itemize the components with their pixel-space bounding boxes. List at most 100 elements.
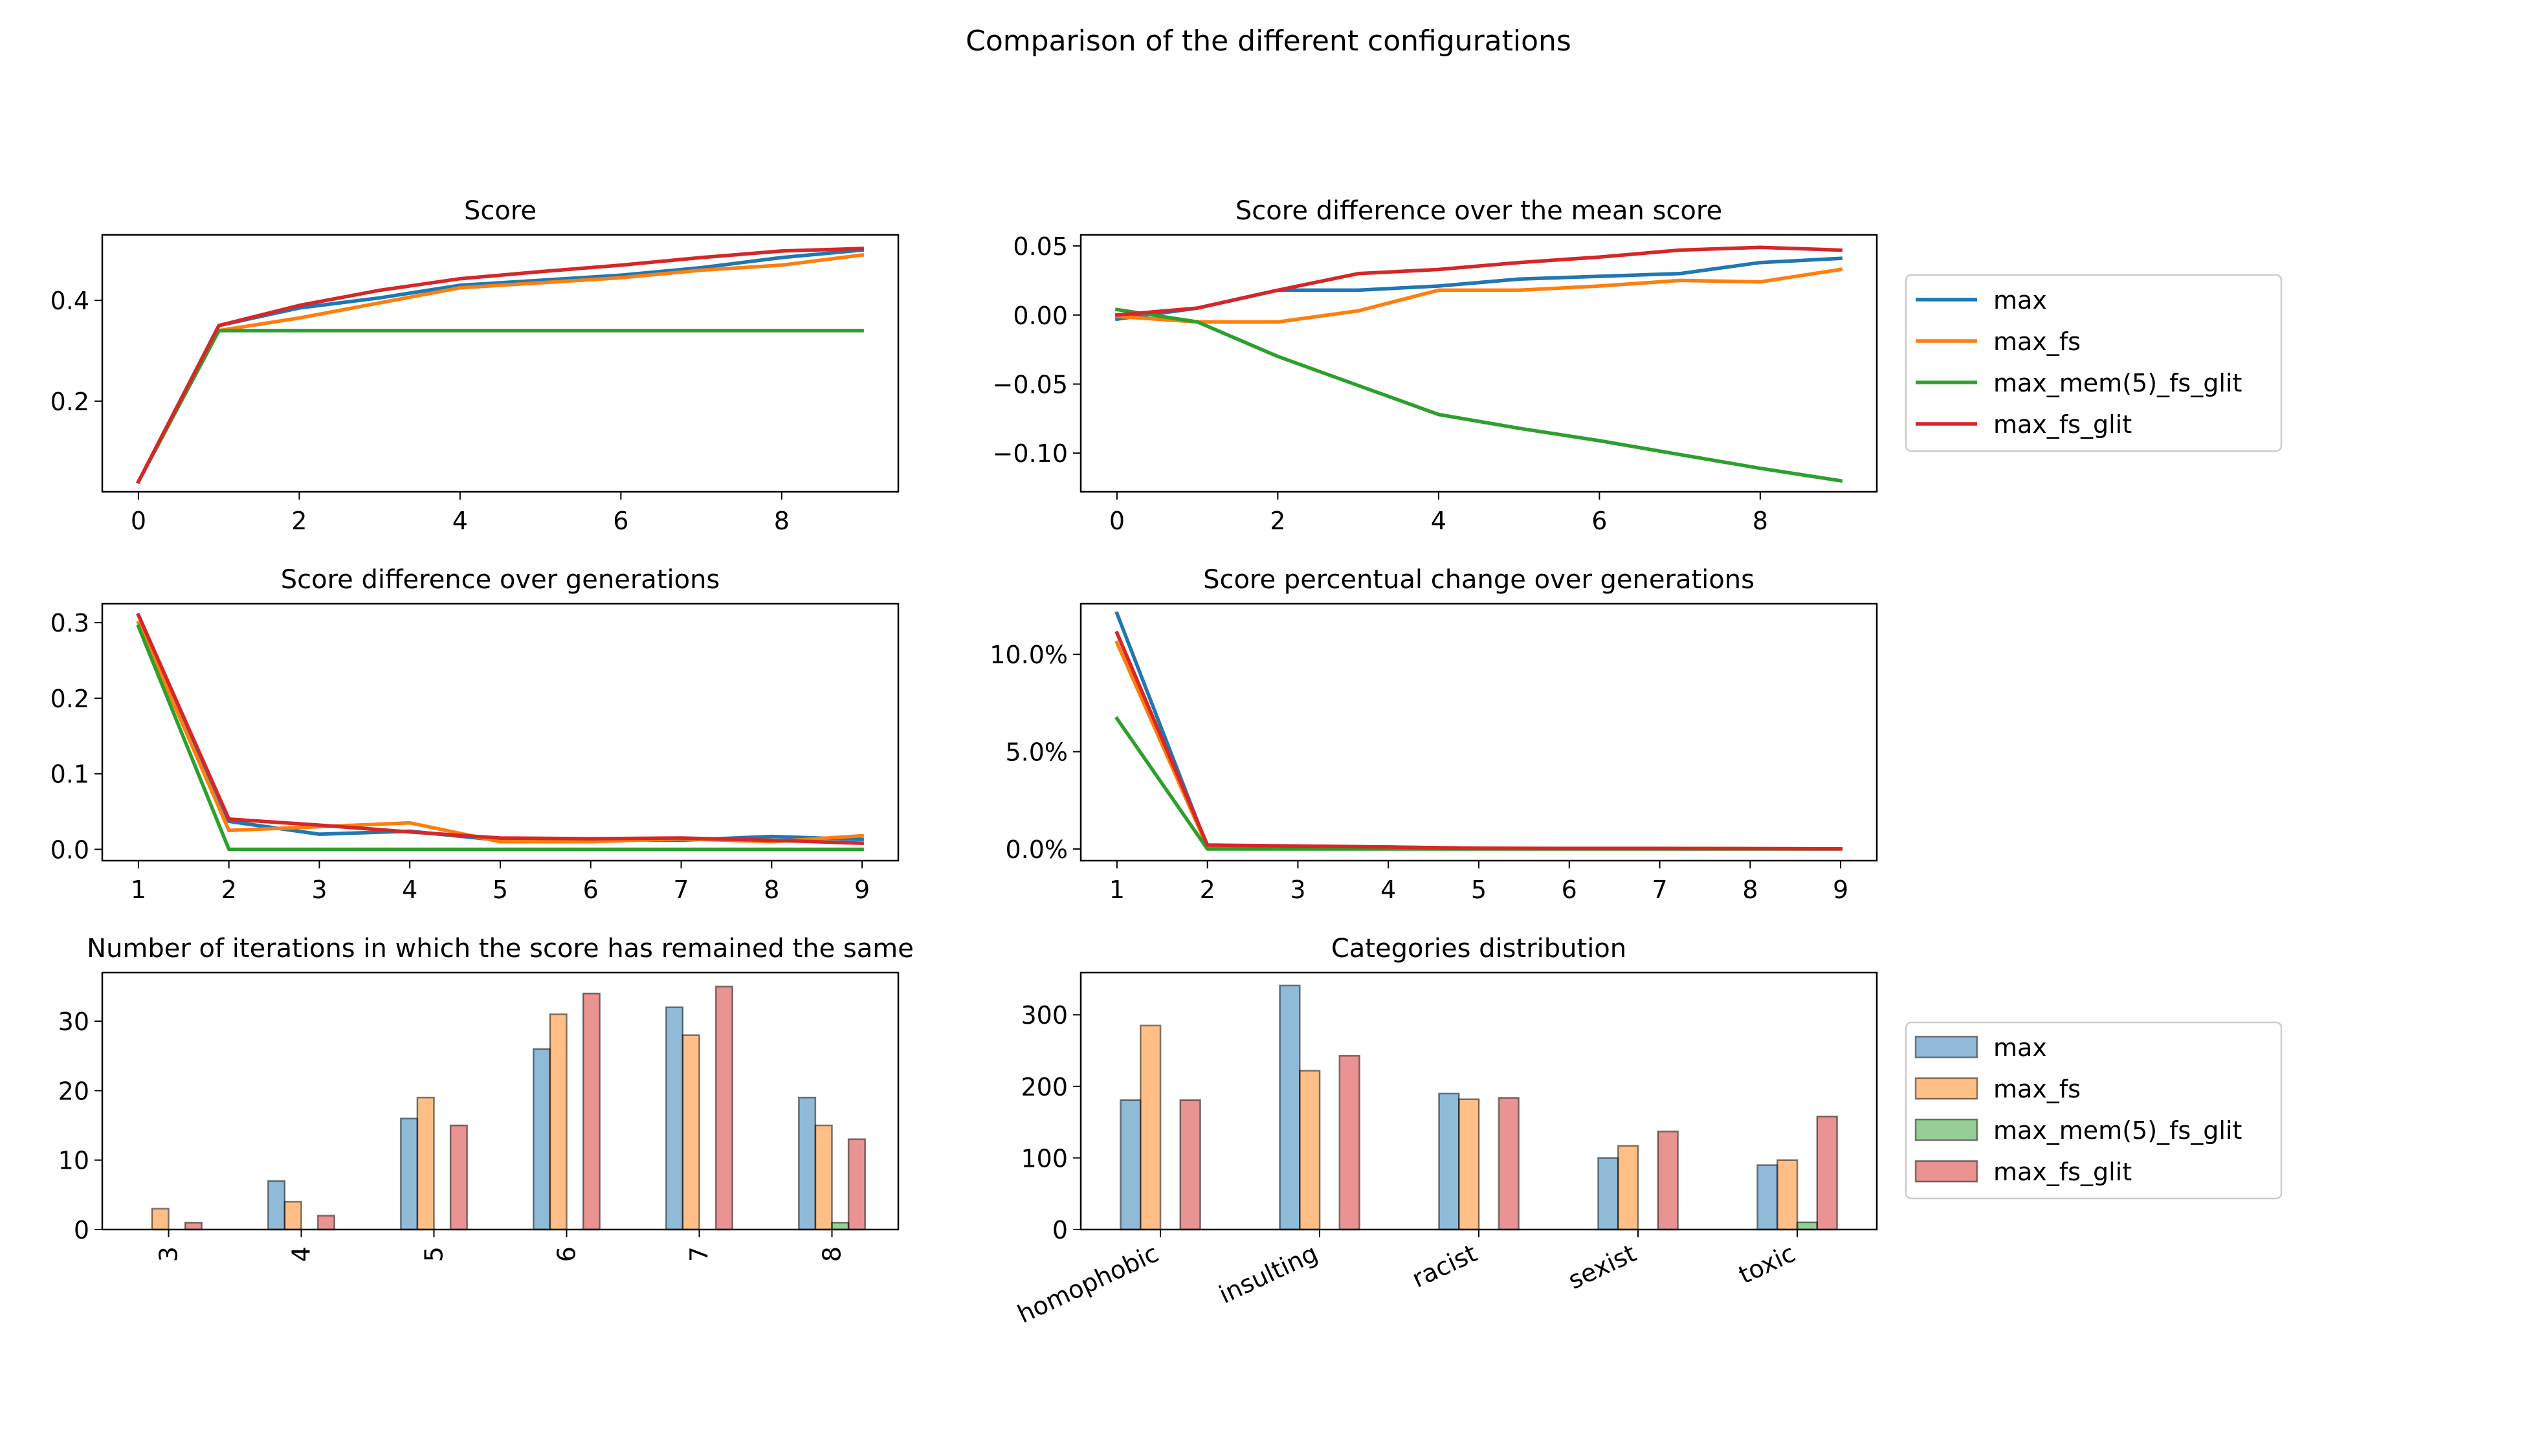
bar-max-mem-5-fs-glit-8 — [831, 1222, 850, 1231]
x-tick-label: 1 — [131, 876, 146, 904]
axes-frame — [1079, 971, 1878, 1231]
x-tick-label: 5 — [1471, 876, 1487, 904]
legend-label: max_mem(5)_fs_glit — [1993, 369, 2242, 397]
y-tick-label: 0 — [1052, 1216, 1068, 1244]
x-tick-label: 1 — [1109, 876, 1125, 904]
x-tick-label: sexist — [1564, 1239, 1641, 1294]
x-tick-label: homophobic — [1013, 1239, 1163, 1329]
y-tick-label: 20 — [58, 1077, 89, 1105]
bar-max-fs-5 — [416, 1096, 435, 1231]
x-tick-label: 7 — [1652, 876, 1667, 904]
x-tick-label: 4 — [1431, 507, 1446, 535]
y-tick-label: 0.00 — [1013, 302, 1068, 330]
x-tick-label: 8 — [818, 1246, 847, 1262]
x-tick-label: 2 — [1270, 507, 1285, 535]
bar-max-fs-insulting — [1299, 1070, 1321, 1231]
bar-max-fs-glit-racist — [1498, 1097, 1520, 1231]
x-tick-label: 8 — [774, 507, 790, 535]
x-tick-label: 8 — [1742, 876, 1758, 904]
bar-max-fs-glit-homophobic — [1179, 1099, 1201, 1231]
x-tick-label: 2 — [291, 507, 307, 535]
y-tick-label: 10.0% — [990, 641, 1068, 669]
subplot-categories: Categories distribution 0 100 200 300 homopho… — [1013, 934, 1878, 1329]
bar-max-toxic — [1756, 1164, 1778, 1231]
y-tick-label: −0.05 — [993, 371, 1068, 399]
x-tick-label: 6 — [1562, 876, 1577, 904]
bar-max-mem-5-fs-glit-toxic — [1796, 1221, 1819, 1231]
y-tick-label: 0.2 — [50, 388, 89, 416]
legend-label: max_fs — [1993, 1075, 2081, 1103]
y-tick-label: 0.05 — [1013, 232, 1068, 261]
legend-label: max_fs_glit — [1993, 410, 2132, 439]
x-tick-label: 9 — [854, 876, 870, 904]
bar-max-fs-glit-6 — [582, 992, 601, 1231]
axes-frame — [101, 234, 900, 493]
legend-handle-max — [1914, 1035, 1978, 1059]
legend-label: max_fs — [1993, 327, 2081, 356]
y-tick-label: 5.0% — [1005, 738, 1068, 767]
x-tick-label: 4 — [287, 1246, 316, 1262]
x-tick-label: 8 — [1753, 507, 1768, 535]
bar-max-fs-8 — [814, 1124, 833, 1231]
legend-handle-max-mem-5-fs-glit — [1914, 1118, 1978, 1142]
y-tick-label: 0.4 — [50, 287, 89, 315]
bar-max-fs-glit-4 — [316, 1215, 335, 1231]
bar-max-fs-6 — [549, 1013, 568, 1231]
x-tick-label: 4 — [402, 876, 417, 904]
subplot-score-diff-gen: Score difference over generations 0.0 0.1 0… — [50, 565, 900, 904]
bar-max-fs-toxic — [1777, 1159, 1799, 1231]
subplot-title: Score difference over the mean score — [1235, 196, 1722, 226]
subplot-score-pct-gen: Score percentual change over generations… — [990, 565, 1878, 904]
y-tick-label: 0.1 — [50, 760, 89, 789]
bar-max-8 — [798, 1096, 817, 1231]
series-line-max-fs-glit — [1114, 630, 1843, 851]
x-tick-label: 3 — [311, 876, 327, 904]
x-tick-label: 6 — [613, 507, 628, 535]
series-line-max-fs-glit — [136, 612, 864, 845]
legend-bars: max max_fs max_mem(5)_fs_glit max_fs_glit — [1905, 1021, 2283, 1200]
x-tick-label: 0 — [131, 507, 146, 535]
bar-max-fs-glit-8 — [847, 1138, 866, 1231]
bar-max-insulting — [1279, 984, 1301, 1231]
legends: maxmax_fsmax_mem(5)_fs_glitmax_fs_glitma… — [1905, 274, 2283, 1200]
legend-lines: max max_fs max_mem(5)_fs_glit max_fs_glit — [1905, 274, 2283, 452]
y-tick-label: 300 — [1021, 1001, 1068, 1030]
x-tick-label: 7 — [673, 876, 689, 904]
series-line-max-mem-5-fs-glit — [1114, 716, 1843, 851]
bar-max-racist — [1438, 1092, 1460, 1231]
subplot-title: Number of iterations in which the score … — [87, 934, 914, 964]
x-tick-label: 4 — [452, 507, 468, 535]
series-line-max-fs — [136, 620, 865, 844]
legend-label: max_mem(5)_fs_glit — [1993, 1116, 2242, 1145]
x-tick-label: racist — [1408, 1239, 1481, 1293]
x-tick-label: 2 — [221, 876, 237, 904]
bar-max-fs-racist — [1458, 1098, 1480, 1231]
x-tick-label: 3 — [1290, 876, 1305, 904]
y-tick-label: 0.0 — [50, 835, 89, 864]
x-tick-label: 2 — [1200, 876, 1215, 904]
series-line-max — [1114, 611, 1843, 851]
bar-max-fs-glit-7 — [714, 986, 733, 1231]
legend-frame — [1905, 274, 2283, 452]
series-line-max-fs-glit — [1114, 245, 1843, 317]
bar-max-homophobic — [1120, 1099, 1142, 1231]
y-tick-label: 200 — [1021, 1073, 1068, 1101]
bar-max-sexist — [1597, 1157, 1619, 1231]
legend-handle-max-fs — [1914, 1077, 1978, 1100]
series-line-max — [136, 612, 864, 843]
bar-max-fs-3 — [151, 1208, 170, 1231]
x-tick-label: 0 — [1109, 507, 1125, 535]
axes-frame — [101, 971, 900, 1231]
y-tick-label: 30 — [58, 1008, 89, 1036]
y-tick-label: 0.3 — [50, 609, 89, 637]
y-tick-label: 0.2 — [50, 685, 89, 713]
x-tick-label: 6 — [1591, 507, 1607, 535]
bar-max-fs-sexist — [1617, 1145, 1639, 1231]
axes-frame — [101, 602, 900, 862]
series-line-max-mem-5-fs-glit — [136, 329, 864, 485]
series-line-max-fs — [1114, 640, 1843, 851]
y-tick-label: 100 — [1021, 1144, 1068, 1173]
bar-max-fs-glit-5 — [449, 1124, 468, 1231]
bar-max-5 — [400, 1118, 419, 1231]
